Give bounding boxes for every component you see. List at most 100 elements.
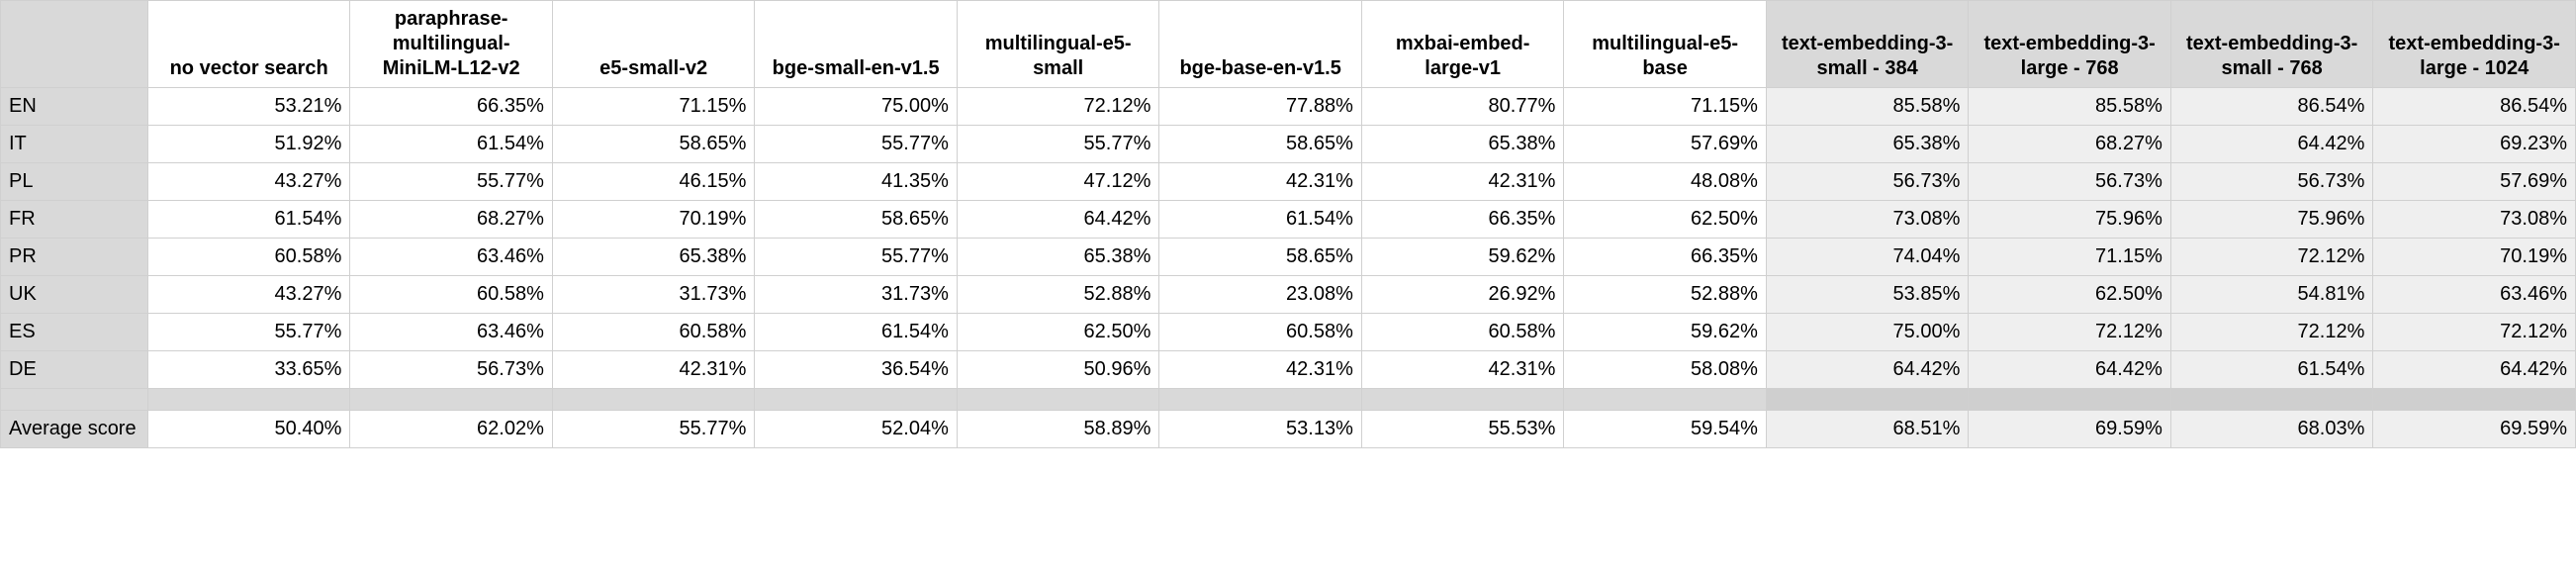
summary-row: Average score 50.40% 62.02% 55.77% 52.04… (1, 411, 2576, 448)
cell: 56.73% (1766, 163, 1969, 201)
cell: 58.65% (1159, 126, 1362, 163)
cell: 75.96% (1969, 201, 2171, 239)
row-label: DE (1, 351, 148, 389)
cell: 61.54% (1159, 201, 1362, 239)
cell: 66.35% (1361, 201, 1564, 239)
cell: 68.03% (2170, 411, 2373, 448)
row-label: UK (1, 276, 148, 314)
cell: 65.38% (957, 239, 1159, 276)
row-label: Average score (1, 411, 148, 448)
row-label: EN (1, 88, 148, 126)
cell: 33.65% (147, 351, 350, 389)
cell: 64.42% (957, 201, 1159, 239)
header-row: no vector search paraphrase-multilingual… (1, 1, 2576, 88)
cell: 63.46% (350, 239, 553, 276)
cell: 55.77% (755, 126, 958, 163)
table-row: FR 61.54% 68.27% 70.19% 58.65% 64.42% 61… (1, 201, 2576, 239)
cell: 72.12% (2170, 314, 2373, 351)
cell: 61.54% (755, 314, 958, 351)
col-header: multilingual-e5-small (957, 1, 1159, 88)
cell: 26.92% (1361, 276, 1564, 314)
cell: 77.88% (1159, 88, 1362, 126)
table-row: UK 43.27% 60.58% 31.73% 31.73% 52.88% 23… (1, 276, 2576, 314)
cell: 59.62% (1564, 314, 1767, 351)
cell: 66.35% (350, 88, 553, 126)
col-header: text-embedding-3-small - 768 (2170, 1, 2373, 88)
cell: 55.77% (552, 411, 755, 448)
cell: 54.81% (2170, 276, 2373, 314)
cell: 47.12% (957, 163, 1159, 201)
cell: 46.15% (552, 163, 755, 201)
table-row: PL 43.27% 55.77% 46.15% 41.35% 47.12% 42… (1, 163, 2576, 201)
cell: 53.21% (147, 88, 350, 126)
cell: 65.38% (1361, 126, 1564, 163)
cell: 71.15% (1564, 88, 1767, 126)
col-header: e5-small-v2 (552, 1, 755, 88)
cell: 58.08% (1564, 351, 1767, 389)
cell: 42.31% (1361, 351, 1564, 389)
row-label: PL (1, 163, 148, 201)
cell: 75.00% (1766, 314, 1969, 351)
cell: 56.73% (2170, 163, 2373, 201)
col-header: bge-small-en-v1.5 (755, 1, 958, 88)
cell: 42.31% (552, 351, 755, 389)
cell: 64.42% (1969, 351, 2171, 389)
cell: 64.42% (1766, 351, 1969, 389)
cell: 62.02% (350, 411, 553, 448)
cell: 51.92% (147, 126, 350, 163)
col-header: text-embedding-3-small - 384 (1766, 1, 1969, 88)
cell: 72.12% (2373, 314, 2576, 351)
cell: 68.51% (1766, 411, 1969, 448)
cell: 31.73% (552, 276, 755, 314)
cell: 73.08% (2373, 201, 2576, 239)
cell: 70.19% (2373, 239, 2576, 276)
cell: 86.54% (2373, 88, 2576, 126)
embedding-scores-table: no vector search paraphrase-multilingual… (0, 0, 2576, 448)
col-header: multilingual-e5-base (1564, 1, 1767, 88)
cell: 42.31% (1159, 163, 1362, 201)
cell: 62.50% (1564, 201, 1767, 239)
row-label: PR (1, 239, 148, 276)
cell: 58.89% (957, 411, 1159, 448)
cell: 86.54% (2170, 88, 2373, 126)
cell: 58.65% (552, 126, 755, 163)
cell: 55.77% (957, 126, 1159, 163)
cell: 55.77% (755, 239, 958, 276)
cell: 72.12% (957, 88, 1159, 126)
cell: 52.04% (755, 411, 958, 448)
cell: 42.31% (1159, 351, 1362, 389)
cell: 72.12% (1969, 314, 2171, 351)
cell: 53.13% (1159, 411, 1362, 448)
cell: 75.00% (755, 88, 958, 126)
cell: 65.38% (552, 239, 755, 276)
table-row: EN 53.21% 66.35% 71.15% 75.00% 72.12% 77… (1, 88, 2576, 126)
cell: 68.27% (1969, 126, 2171, 163)
cell: 59.62% (1361, 239, 1564, 276)
cell: 43.27% (147, 163, 350, 201)
table-body: EN 53.21% 66.35% 71.15% 75.00% 72.12% 77… (1, 88, 2576, 448)
cell: 50.96% (957, 351, 1159, 389)
col-header: paraphrase-multilingual-MiniLM-L12-v2 (350, 1, 553, 88)
table-row: DE 33.65% 56.73% 42.31% 36.54% 50.96% 42… (1, 351, 2576, 389)
header-corner (1, 1, 148, 88)
cell: 69.59% (2373, 411, 2576, 448)
cell: 55.53% (1361, 411, 1564, 448)
cell: 71.15% (552, 88, 755, 126)
cell: 69.59% (1969, 411, 2171, 448)
cell: 71.15% (1969, 239, 2171, 276)
cell: 60.58% (350, 276, 553, 314)
cell: 58.65% (755, 201, 958, 239)
cell: 62.50% (957, 314, 1159, 351)
cell: 43.27% (147, 276, 350, 314)
cell: 48.08% (1564, 163, 1767, 201)
cell: 61.54% (147, 201, 350, 239)
table-row: PR 60.58% 63.46% 65.38% 55.77% 65.38% 58… (1, 239, 2576, 276)
cell: 53.85% (1766, 276, 1969, 314)
cell: 52.88% (1564, 276, 1767, 314)
cell: 74.04% (1766, 239, 1969, 276)
cell: 41.35% (755, 163, 958, 201)
table-row: ES 55.77% 63.46% 60.58% 61.54% 62.50% 60… (1, 314, 2576, 351)
cell: 66.35% (1564, 239, 1767, 276)
cell: 60.58% (552, 314, 755, 351)
cell: 70.19% (552, 201, 755, 239)
